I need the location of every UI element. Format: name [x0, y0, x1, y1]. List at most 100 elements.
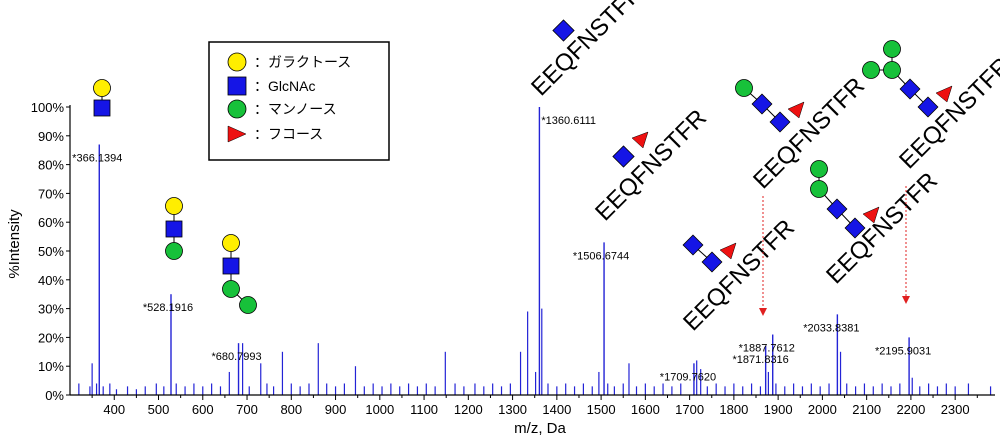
- x-tick-label: 600: [192, 402, 214, 417]
- galactose-icon: [222, 234, 240, 252]
- x-tick-label: 900: [325, 402, 347, 417]
- glcnac-icon: [751, 93, 773, 115]
- minor-peaks: [78, 308, 992, 395]
- galactose-icon: [165, 197, 183, 215]
- x-tick-label: 2100: [852, 402, 881, 417]
- peak-label: *680.7993: [211, 351, 261, 363]
- fucose-icon: [719, 242, 737, 260]
- x-tick-label: 1700: [675, 402, 704, 417]
- peak-label: *2033.8381: [803, 322, 859, 334]
- peak-label: *1709.7620: [660, 371, 716, 383]
- x-tick-label: 1800: [719, 402, 748, 417]
- arrow-head-icon: [902, 296, 910, 304]
- y-tick-label: 90%: [38, 129, 64, 144]
- fucose-icon: [787, 101, 805, 119]
- peak-label: *1871.8316: [733, 354, 789, 366]
- mannose-icon: [227, 99, 247, 119]
- fucose-icon: [862, 206, 880, 224]
- glcnac-icon: [844, 217, 866, 239]
- x-tick-label: 1300: [498, 402, 527, 417]
- x-tick-label: 1200: [454, 402, 483, 417]
- x-tick-label: 500: [148, 402, 170, 417]
- fucose-icon: [227, 125, 247, 143]
- y-tick-label: 40%: [38, 273, 64, 288]
- x-tick-label: 1000: [365, 402, 394, 417]
- mannose-icon: [883, 40, 901, 58]
- peak-label: *1360.6111: [541, 115, 596, 127]
- legend-label-fucose: ：フコース: [254, 126, 323, 142]
- mannose-icon: [222, 280, 240, 298]
- x-axis-title: m/z, Da: [514, 420, 566, 437]
- galactose-icon: [93, 79, 111, 97]
- glcnac-icon: [222, 257, 240, 275]
- x-tick-label: 2300: [941, 402, 970, 417]
- y-tick-label: 50%: [38, 244, 64, 259]
- legend: ：ガラクトース ：GlcNAc ：マンノース ：フコース: [208, 41, 390, 161]
- x-tick-label: 800: [280, 402, 302, 417]
- peak-label: *1506.6744: [573, 250, 629, 262]
- fucose-icon: [631, 131, 649, 149]
- glycopeptide-2195: EEQFNSTFR: [862, 40, 1000, 304]
- peak-label: *528.1916: [143, 302, 193, 314]
- y-tick-label: 30%: [38, 302, 64, 317]
- peak-label: *2195.9031: [875, 345, 931, 357]
- mannose-icon: [165, 242, 183, 260]
- glycopeptide-2033: EEQFNSTFR: [810, 160, 943, 289]
- y-tick-label: 80%: [38, 158, 64, 173]
- glycopeptide-1709: EEQFNSTFR: [678, 214, 800, 336]
- peptide-label: EEQFNSTFR: [748, 72, 870, 194]
- glcnac-icon: [93, 99, 111, 117]
- glcnac-icon: [826, 198, 848, 220]
- x-tick-label: 1600: [631, 402, 660, 417]
- glcnac-icon: [917, 96, 939, 118]
- glycopeptide-1360: EEQFNSTFR: [526, 0, 648, 101]
- legend-label-galactose: ：ガラクトース: [254, 54, 351, 70]
- arrow-head-icon: [759, 308, 767, 316]
- glcnac-icon: [682, 234, 704, 256]
- y-tick-label: 70%: [38, 186, 64, 201]
- peak-label: *1887.7612: [739, 343, 795, 355]
- glcnac-icon: [227, 76, 247, 96]
- peak-labels: *366.1394 *528.1916 *680.7993 *1360.6111 *15…: [72, 115, 931, 383]
- peptide-label: EEQFNSTFR: [526, 0, 648, 101]
- major-peaks: [98, 107, 910, 395]
- mannose-icon: [810, 160, 828, 178]
- mannose-icon: [883, 61, 901, 79]
- glcnac-icon: [701, 251, 723, 273]
- x-tick-label: 400: [103, 402, 125, 417]
- glycopeptide-1506: EEQFNSTFR: [590, 104, 712, 226]
- y-tick-label: 0%: [45, 388, 64, 403]
- peptide-label: EEQFNSTFR: [678, 214, 800, 336]
- x-tick-label: 1400: [542, 402, 571, 417]
- legend-label-glcnac: ：GlcNAc: [254, 78, 315, 94]
- glycan-528: [165, 197, 183, 260]
- glcnac-icon: [612, 145, 635, 168]
- x-tick-label: 700: [236, 402, 258, 417]
- peak-label: *366.1394: [72, 152, 122, 164]
- y-axis-title: %Intensity: [6, 209, 23, 279]
- x-tick-label: 1100: [410, 402, 438, 417]
- peptide-label: EEQFNSTFR: [590, 104, 712, 226]
- peptide-label: EEQFNSTFR: [894, 52, 1000, 174]
- galactose-icon: [227, 52, 247, 72]
- glcnac-icon: [552, 19, 575, 42]
- x-tick-label: 1900: [764, 402, 793, 417]
- glycan-680: [222, 234, 257, 314]
- axes: [69, 105, 995, 396]
- glcnac-icon: [769, 111, 791, 133]
- x-tick-label: 1500: [587, 402, 616, 417]
- x-tick-label: 2200: [896, 402, 925, 417]
- fucose-icon: [935, 85, 953, 103]
- y-tick-label: 20%: [38, 330, 64, 345]
- glcnac-icon: [899, 78, 921, 100]
- peptide-label: EEQFNSTFR: [821, 167, 943, 289]
- legend-label-mannose: ：マンノース: [254, 101, 337, 117]
- mannose-icon: [239, 296, 257, 314]
- y-tick-label: 100%: [31, 100, 65, 115]
- y-tick-label: 60%: [38, 215, 64, 230]
- ticks: 0% 10% 20% 30% 40% 50% 60% 70% 80% 90% 100% 400 500 6…: [31, 100, 978, 417]
- mannose-icon: [735, 79, 753, 97]
- mannose-icon: [862, 61, 880, 79]
